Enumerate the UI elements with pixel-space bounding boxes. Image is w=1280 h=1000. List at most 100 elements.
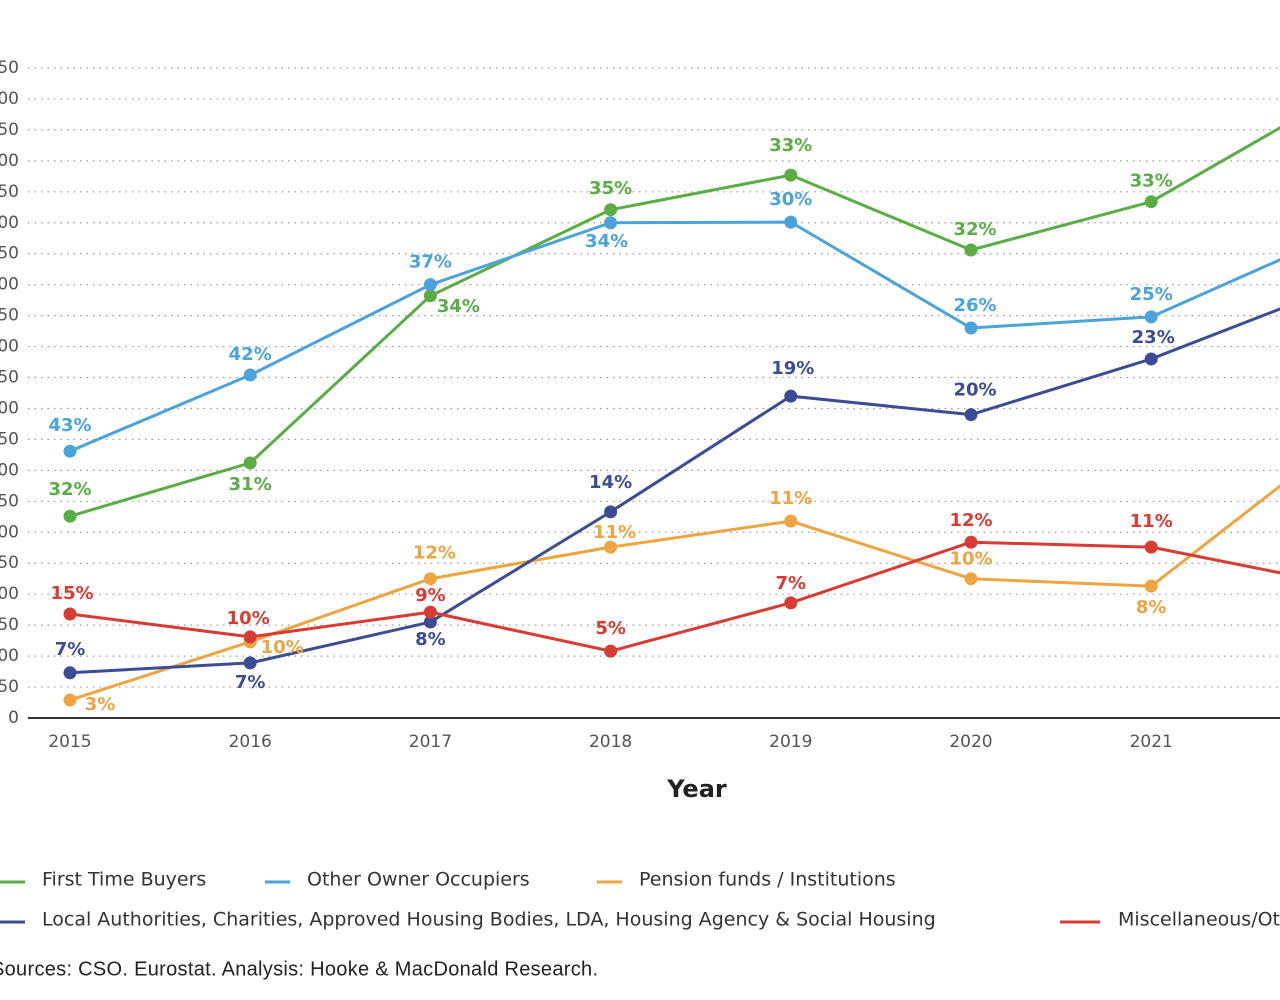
data-point	[63, 607, 77, 621]
data-label: 8%	[415, 629, 446, 650]
data-point	[784, 168, 798, 182]
data-point	[423, 615, 437, 629]
series-line	[69, 307, 1280, 675]
x-axis-title: Year	[666, 775, 727, 803]
data-point	[604, 203, 618, 217]
data-label: 5%	[595, 618, 626, 639]
data-point	[604, 644, 618, 658]
data-label: 34%	[437, 296, 480, 317]
legend-label: First Time Buyers	[42, 869, 206, 891]
data-point	[1144, 195, 1158, 209]
y-tick-label: 200	[0, 584, 19, 604]
data-label: 3%	[85, 694, 116, 715]
series-line	[69, 126, 1280, 518]
y-tick-label: 800	[0, 213, 19, 233]
data-label: 20%	[953, 380, 996, 401]
x-tick-label: 2021	[1130, 732, 1173, 752]
data-point	[964, 535, 978, 549]
data-point	[784, 596, 798, 610]
data-point	[1144, 540, 1158, 554]
data-label: 7%	[235, 672, 266, 693]
data-label: 7%	[776, 573, 807, 594]
data-point	[63, 666, 77, 680]
data-label: 23%	[1132, 327, 1175, 348]
y-tick-label: 300	[0, 522, 19, 542]
data-label: 11%	[593, 522, 636, 543]
data-label: 37%	[409, 252, 452, 273]
data-label: 43%	[48, 415, 91, 436]
data-label: 26%	[953, 295, 996, 316]
data-point	[604, 505, 618, 519]
data-label: 11%	[1130, 511, 1173, 532]
data-label: 33%	[769, 135, 812, 156]
series-line	[69, 540, 1280, 653]
data-point	[784, 215, 798, 229]
legend-label: Other Owner Occupiers	[307, 869, 530, 891]
data-label: 34%	[585, 231, 628, 252]
data-label: 31%	[229, 474, 272, 495]
x-tick-label: 2020	[949, 732, 992, 752]
x-tick-label: 2015	[48, 732, 91, 752]
y-tick-label: 100	[0, 646, 19, 666]
data-point	[1144, 352, 1158, 366]
data-label: 32%	[953, 219, 996, 240]
data-point	[1144, 579, 1158, 593]
data-point	[423, 605, 437, 619]
x-tick-label: 2016	[229, 732, 272, 752]
y-tick-label: 150	[0, 615, 19, 635]
y-tick-label: 50	[0, 677, 19, 697]
data-label: 15%	[50, 583, 93, 604]
data-point	[423, 289, 437, 303]
y-tick-label: 700	[0, 275, 19, 295]
y-tick-label: 350	[0, 491, 19, 511]
data-label: 10%	[227, 608, 270, 629]
data-point	[63, 509, 77, 523]
y-tick-label: 850	[0, 182, 19, 202]
data-point	[63, 693, 77, 707]
data-label: 19%	[771, 358, 814, 379]
data-label: 9%	[415, 585, 446, 606]
legend-label: Local Authorities, Charities, Approved H…	[42, 909, 936, 931]
y-tick-label: 600	[0, 337, 19, 357]
y-tick-label: 550	[0, 368, 19, 388]
data-point	[423, 278, 437, 292]
x-tick-label: 2017	[409, 732, 452, 752]
data-label: 25%	[1130, 284, 1173, 305]
y-tick-label: 650	[0, 306, 19, 326]
data-point	[964, 321, 978, 335]
y-tick-label: 250	[0, 553, 19, 573]
data-point	[243, 656, 257, 670]
data-point	[784, 514, 798, 528]
data-point	[243, 630, 257, 644]
y-tick-label: 0	[8, 708, 19, 728]
data-label: 12%	[949, 510, 992, 531]
x-tick-label: 2018	[589, 732, 632, 752]
y-tick-label: 500	[0, 398, 19, 418]
data-point	[784, 389, 798, 403]
y-tick-label: 400	[0, 460, 19, 480]
y-tick-label: 1050	[0, 58, 19, 78]
data-point	[243, 368, 257, 382]
y-tick-label: 450	[0, 429, 19, 449]
data-point	[63, 444, 77, 458]
y-tick-label: 900	[0, 151, 19, 171]
data-label: 14%	[589, 472, 632, 493]
data-label: 10%	[261, 637, 304, 658]
data-point	[604, 540, 618, 554]
data-label: 32%	[48, 479, 91, 500]
series-line	[69, 220, 1280, 453]
data-point	[964, 408, 978, 422]
x-tick-label: 2019	[769, 732, 812, 752]
data-label: 42%	[229, 344, 272, 365]
data-label: 10%	[949, 549, 992, 570]
legend-label: Pension funds / Institutions	[639, 869, 896, 891]
data-label: 11%	[769, 488, 812, 509]
data-label: 33%	[1130, 171, 1173, 192]
y-tick-label: 950	[0, 120, 19, 140]
y-tick-label: 1000	[0, 89, 19, 109]
data-label: 35%	[589, 178, 632, 199]
source-note: Sources: CSO. Eurostat. Analysis: Hooke …	[0, 958, 598, 980]
y-tick-label: 750	[0, 244, 19, 264]
legend-label: Miscellaneous/Other	[1118, 909, 1280, 931]
